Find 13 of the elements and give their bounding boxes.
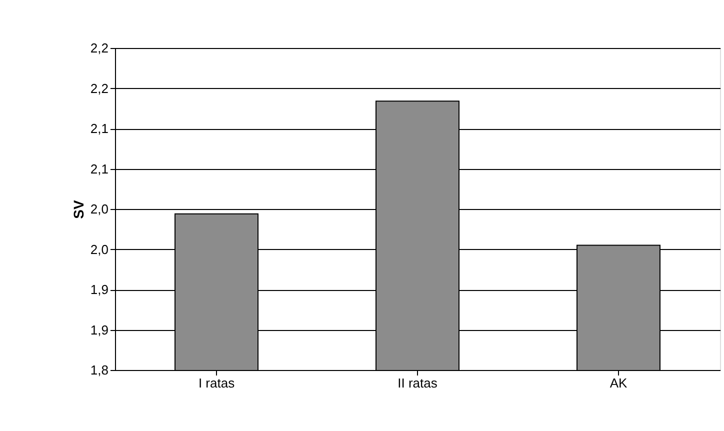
y-tick-label: 2,1 — [90, 121, 108, 136]
y-axis-title: SV — [70, 200, 86, 219]
y-tick-label: 2,2 — [90, 40, 108, 56]
y-tick-label: 2,2 — [90, 80, 108, 96]
y-tick-label: 1,9 — [90, 322, 108, 338]
y-tick-label: 2,1 — [90, 161, 108, 176]
x-tick-label: AK — [610, 376, 628, 390]
x-tick-label: I ratas — [198, 376, 236, 390]
y-tick-label: 2,0 — [90, 242, 108, 257]
y-tick-label: 1,9 — [90, 282, 108, 297]
y-tick-label: 1,8 — [90, 362, 108, 378]
x-tick-label: II ratas — [398, 376, 438, 390]
y-tick-label: 2,0 — [90, 202, 108, 216]
